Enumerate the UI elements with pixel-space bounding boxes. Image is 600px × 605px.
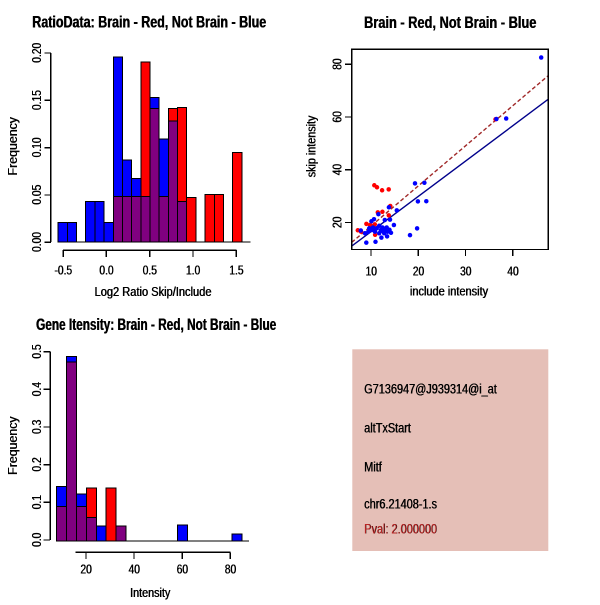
svg-text:G7136947@J939314@i_at: G7136947@J939314@i_at <box>364 381 497 397</box>
svg-text:0.20: 0.20 <box>31 43 44 63</box>
svg-text:Pval: 2.000000: Pval: 2.000000 <box>364 521 437 537</box>
svg-text:80: 80 <box>332 59 345 70</box>
svg-text:0.10: 0.10 <box>31 138 44 158</box>
svg-text:Gene Itensity: Brain - Red, No: Gene Itensity: Brain - Red, Not Brain - … <box>36 316 276 334</box>
svg-text:0.5: 0.5 <box>142 265 156 278</box>
svg-text:40: 40 <box>507 266 518 279</box>
svg-text:Intensity: Intensity <box>130 586 170 600</box>
svg-text:0.2: 0.2 <box>31 458 44 472</box>
svg-text:10: 10 <box>365 266 376 279</box>
svg-text:0.05: 0.05 <box>31 185 44 205</box>
svg-text:60: 60 <box>332 111 345 122</box>
svg-text:80: 80 <box>225 564 236 577</box>
svg-text:chr6.21408-1.s: chr6.21408-1.s <box>364 496 437 512</box>
svg-text:0.1: 0.1 <box>31 495 44 509</box>
svg-text:1.5: 1.5 <box>229 265 243 278</box>
svg-text:Log2 Ratio Skip/Include: Log2 Ratio Skip/Include <box>94 284 211 299</box>
svg-text:Frequency: Frequency <box>6 117 20 176</box>
svg-text:0.4: 0.4 <box>31 382 44 397</box>
svg-text:30: 30 <box>460 266 471 279</box>
svg-text:Brain - Red, Not Brain - Blue: Brain - Red, Not Brain - Blue <box>364 15 536 33</box>
svg-text:altTxStart: altTxStart <box>364 420 411 436</box>
svg-text:20: 20 <box>80 564 91 577</box>
svg-text:Frequency: Frequency <box>6 416 20 475</box>
svg-text:0.15: 0.15 <box>31 90 44 110</box>
svg-text:Mitf: Mitf <box>364 459 382 475</box>
svg-text:0.3: 0.3 <box>31 420 44 434</box>
svg-text:-0.5: -0.5 <box>54 265 72 278</box>
svg-text:60: 60 <box>176 564 187 577</box>
svg-text:0.5: 0.5 <box>31 345 44 359</box>
svg-text:skip intensity: skip intensity <box>305 116 319 178</box>
svg-text:20: 20 <box>413 266 424 279</box>
svg-text:include intensity: include intensity <box>410 285 488 299</box>
svg-text:40: 40 <box>332 164 345 175</box>
svg-text:0.00: 0.00 <box>31 232 44 252</box>
svg-text:1.0: 1.0 <box>186 265 200 278</box>
svg-text:20: 20 <box>332 217 345 228</box>
svg-text:40: 40 <box>128 564 139 577</box>
svg-text:0.0: 0.0 <box>99 265 113 278</box>
svg-text:RatioData: Brain - Red, Not Br: RatioData: Brain - Red, Not Brain - Blue <box>32 14 266 32</box>
svg-text:0.0: 0.0 <box>31 533 44 547</box>
